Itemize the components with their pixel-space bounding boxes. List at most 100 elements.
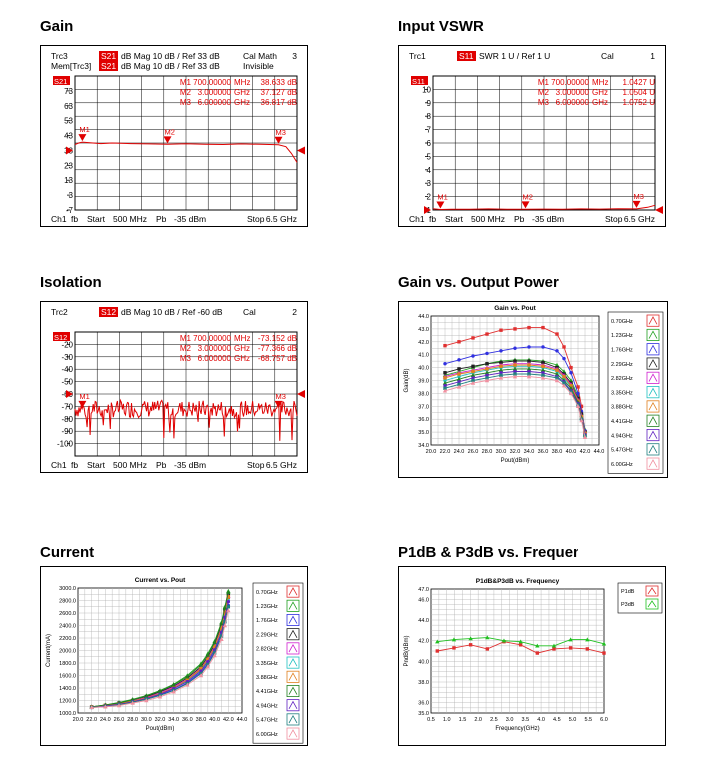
reference-arrow <box>297 146 305 155</box>
marker-readout-value: 1.0504 U <box>623 88 656 97</box>
data-point <box>555 376 559 380</box>
legend-swatch-line <box>648 459 658 468</box>
marker-readout-unit: GHz <box>234 354 250 363</box>
legend-swatch <box>286 656 300 669</box>
footer-fb: fb <box>71 214 78 224</box>
data-point <box>443 343 447 348</box>
chart-title: Current vs. Pout <box>135 577 186 584</box>
data-point <box>518 643 523 647</box>
legend-swatch-line <box>288 672 298 681</box>
y-axis-label: Gain(dB) <box>404 368 410 392</box>
data-point <box>471 378 475 383</box>
legend-swatch <box>646 443 660 456</box>
y-tick-label: 40.0 <box>418 366 429 372</box>
data-point <box>562 374 566 379</box>
header-cal: Cal <box>243 307 256 317</box>
legend-swatch-line <box>648 430 658 439</box>
data-point <box>569 365 573 370</box>
current-panel: Current vs. Pout 20.0 22.0 24.0 26.0 28.0 30.0… <box>40 566 308 746</box>
data-point <box>226 608 231 613</box>
data-point <box>602 651 606 655</box>
data-point <box>561 383 567 388</box>
x-tick-label: 40.0 <box>566 449 577 455</box>
marker-triangle <box>521 201 530 209</box>
trace-label: S21 <box>54 77 67 86</box>
y-tick-label: 10 <box>422 85 431 94</box>
series-line <box>91 592 229 708</box>
header-cal: Cal <box>601 51 614 61</box>
data-point <box>561 369 567 374</box>
y-tick-label: -30 <box>61 353 73 362</box>
data-point <box>470 380 476 385</box>
marker-readout-value: 36.817 dB <box>261 98 297 107</box>
data-point <box>219 634 224 638</box>
x-tick-label: 3.0 <box>506 717 514 723</box>
footer-start-value: 500 MHz <box>113 460 147 470</box>
data-point <box>499 373 503 378</box>
y-tick-label: 2 <box>427 193 432 202</box>
data-point <box>575 404 581 408</box>
x-tick-label: 4.0 <box>537 717 545 723</box>
x-axis-label: Frequency(GHz) <box>495 726 539 732</box>
y-tick-label: 38.0 <box>418 391 429 397</box>
y-tick-label: 35.0 <box>418 430 429 436</box>
y-axis-label: Current(mA) <box>46 634 52 667</box>
data-point <box>485 373 489 378</box>
y-tick-label: 42.0 <box>418 639 429 645</box>
legend-label: 1.76GHz <box>256 618 278 624</box>
chart-title: Gain vs. Pout <box>494 305 536 312</box>
data-point <box>498 375 504 380</box>
y-tick-label: 44.0 <box>418 314 429 320</box>
legend-swatch <box>286 670 300 683</box>
x-tick-label: 5.0 <box>569 717 577 723</box>
series-line <box>444 364 586 434</box>
legend-swatch-line <box>288 629 298 638</box>
y-tick-label: 13 <box>64 176 73 185</box>
marker-readout-freq: 3.000000 <box>198 88 232 97</box>
y-tick-label: 1400.0 <box>59 686 76 692</box>
data-point <box>513 346 517 350</box>
header-trace: Trc2 <box>51 307 68 317</box>
y-tick-label: 3000.0 <box>59 586 76 592</box>
legend-swatch <box>286 614 300 627</box>
data-point <box>527 325 531 330</box>
x-tick-label: 30.0 <box>141 717 152 723</box>
data-point <box>212 645 217 649</box>
legend-swatch <box>286 699 300 712</box>
x-tick-label: 0.5 <box>427 717 435 723</box>
marker-triangle <box>78 134 87 142</box>
data-point <box>171 682 176 687</box>
y-tick-label: 4 <box>427 166 432 175</box>
x-tick-label: 30.0 <box>496 449 507 455</box>
data-point <box>471 364 475 369</box>
marker-triangle <box>632 200 641 208</box>
legend-label: 5.47GHz <box>256 718 278 724</box>
trace-label-bg <box>53 76 70 85</box>
isolation-vna-chart: Trc2 S12 dB Mag 10 dB / Ref -60 dB Cal 2S12-… <box>51 307 305 470</box>
data-point <box>457 340 461 344</box>
y-tick-label: 46.0 <box>418 597 429 603</box>
y-tick-label: 47.0 <box>418 587 429 593</box>
data-point <box>468 643 473 647</box>
y-tick-label: 1200.0 <box>59 699 76 705</box>
data-point <box>456 377 462 381</box>
data-point <box>562 345 566 349</box>
x-tick-label: 40.0 <box>209 717 220 723</box>
x-tick-label: 34.0 <box>168 717 179 723</box>
x-tick-label: 32.0 <box>155 717 166 723</box>
p1db-p3db-chart: P1dB&P3dB vs. Frequency 0.5 1.0 1.5 2.0 2.5 3.… <box>404 578 663 732</box>
footer-power-label: Pb <box>514 214 525 224</box>
legend-swatch-line <box>648 401 658 411</box>
y-tick-label: -20 <box>61 340 73 349</box>
data-point <box>212 653 217 658</box>
y-tick-label: 41.0 <box>418 353 429 359</box>
marker-triangle <box>436 201 445 209</box>
data-point <box>443 383 447 388</box>
footer-start-value: 500 MHz <box>113 214 147 224</box>
reference-arrow <box>297 390 305 398</box>
marker-label: M1 <box>437 192 447 201</box>
marker-readout-freq: 6.000000 <box>556 98 590 107</box>
header-format: SWR 1 U / Ref 1 U <box>479 51 550 61</box>
footer-power-label: Pb <box>156 460 167 470</box>
y-tick-label: -90 <box>61 427 73 436</box>
